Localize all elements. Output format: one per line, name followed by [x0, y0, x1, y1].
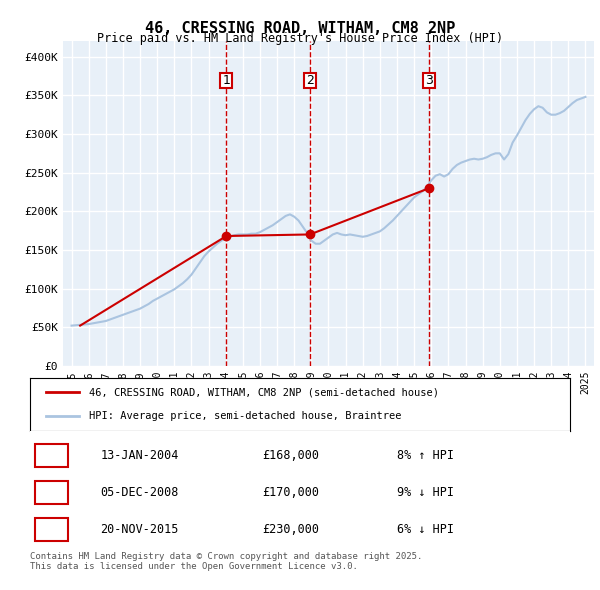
- FancyBboxPatch shape: [220, 73, 232, 88]
- Text: 8% ↑ HPI: 8% ↑ HPI: [397, 449, 454, 462]
- FancyBboxPatch shape: [424, 73, 436, 88]
- FancyBboxPatch shape: [304, 73, 316, 88]
- Text: £170,000: £170,000: [262, 486, 319, 499]
- Text: 46, CRESSING ROAD, WITHAM, CM8 2NP (semi-detached house): 46, CRESSING ROAD, WITHAM, CM8 2NP (semi…: [89, 388, 439, 398]
- Text: £230,000: £230,000: [262, 523, 319, 536]
- Text: HPI: Average price, semi-detached house, Braintree: HPI: Average price, semi-detached house,…: [89, 411, 402, 421]
- Text: 1: 1: [223, 74, 230, 87]
- Text: Price paid vs. HM Land Registry's House Price Index (HPI): Price paid vs. HM Land Registry's House …: [97, 32, 503, 45]
- FancyBboxPatch shape: [35, 444, 68, 467]
- Text: Contains HM Land Registry data © Crown copyright and database right 2025.
This d: Contains HM Land Registry data © Crown c…: [30, 552, 422, 571]
- Text: 46, CRESSING ROAD, WITHAM, CM8 2NP: 46, CRESSING ROAD, WITHAM, CM8 2NP: [145, 21, 455, 35]
- Text: 3: 3: [48, 523, 55, 536]
- Text: 1: 1: [48, 449, 55, 462]
- Text: 6% ↓ HPI: 6% ↓ HPI: [397, 523, 454, 536]
- Text: 3: 3: [425, 74, 433, 87]
- FancyBboxPatch shape: [35, 518, 68, 540]
- FancyBboxPatch shape: [35, 481, 68, 504]
- Text: 20-NOV-2015: 20-NOV-2015: [100, 523, 179, 536]
- Text: 9% ↓ HPI: 9% ↓ HPI: [397, 486, 454, 499]
- Text: 05-DEC-2008: 05-DEC-2008: [100, 486, 179, 499]
- Text: 2: 2: [306, 74, 314, 87]
- Text: £168,000: £168,000: [262, 449, 319, 462]
- Text: 13-JAN-2004: 13-JAN-2004: [100, 449, 179, 462]
- Text: 2: 2: [48, 486, 55, 499]
